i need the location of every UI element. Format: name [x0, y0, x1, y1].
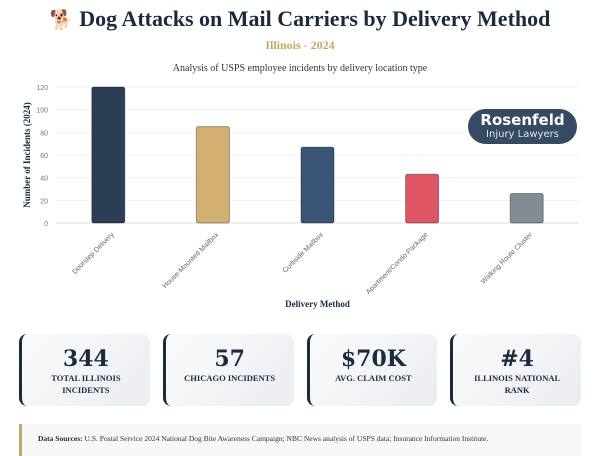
y-tick-label: 80 — [40, 130, 48, 137]
x-tick-label: Walking Route Cluster — [480, 231, 534, 285]
stat-label: CHICAGO INCIDENTS — [184, 373, 276, 383]
stat-value: #4 — [500, 346, 534, 372]
x-tick-label: Curbside Mailbox — [282, 231, 326, 275]
bar — [91, 86, 126, 224]
stat-label: ILLINOIS NATIONAL RANK — [474, 373, 561, 395]
stat-value: 57 — [214, 346, 245, 372]
page-title: 🐕 Dog Attacks on Mail Carriers by Deliver… — [0, 6, 600, 34]
y-tick-label: 20 — [40, 198, 48, 205]
sources-text: U.S. Postal Service 2024 National Dog Bi… — [82, 434, 489, 443]
x-tick-label: Doorstep Delivery — [71, 231, 116, 276]
stat-card-claim-cost: $70K AVG. CLAIM COST — [306, 334, 438, 406]
stat-label: AVG. CLAIM COST — [335, 373, 412, 383]
x-axis-title: Delivery Method — [285, 299, 350, 309]
y-axis-title: Number of Incidents (2024) — [22, 102, 32, 208]
page-subtitle: Illinois - 2024 — [265, 38, 335, 52]
data-sources: Data Sources: U.S. Postal Service 2024 N… — [19, 424, 581, 456]
stat-card-total: 344 TOTAL ILLINOIS INCIDENTS — [19, 334, 150, 406]
stat-card-rank: #4 ILLINOIS NATIONAL RANK — [450, 334, 581, 406]
chart-subtitle: Analysis of USPS employee incidents by d… — [172, 63, 428, 74]
y-tick-label: 60 — [40, 153, 48, 160]
bar-chart: 0 20 40 60 80 100 120 Doorstep Delivery House-Mo… — [22, 85, 579, 309]
rosenfeld-logo: Rosenfeld Injury Lawyers — [468, 109, 577, 144]
logo-line2: Injury Lawyers — [486, 129, 559, 140]
logo-line1: Rosenfeld — [480, 111, 565, 129]
sources-label: Data Sources: — [38, 434, 83, 443]
bar — [300, 146, 335, 224]
stat-value: 344 — [62, 346, 109, 372]
y-tick-label: 40 — [40, 176, 48, 183]
bar — [509, 193, 544, 224]
stat-card-chicago: 57 CHICAGO INCIDENTS — [162, 334, 294, 406]
bar — [195, 126, 230, 224]
x-tick-label: Apartment/Condo Package — [365, 231, 429, 295]
title-text: Dog Attacks on Mail Carriers by Delivery… — [79, 6, 551, 31]
stat-label: TOTAL ILLINOIS INCIDENTS — [51, 373, 121, 395]
bar — [405, 173, 440, 224]
x-tick-label: House-Mounted Mailbox — [162, 231, 221, 290]
dog-icon: 🐕 — [49, 10, 74, 31]
y-tick-label: 120 — [36, 85, 48, 92]
stat-value: $70K — [340, 346, 406, 372]
stats-cards: 344 TOTAL ILLINOIS INCIDENTS 57 CHICAGO IN… — [19, 334, 581, 406]
y-tick-label: 100 — [36, 108, 48, 115]
y-tick-label: 0 — [44, 221, 48, 228]
